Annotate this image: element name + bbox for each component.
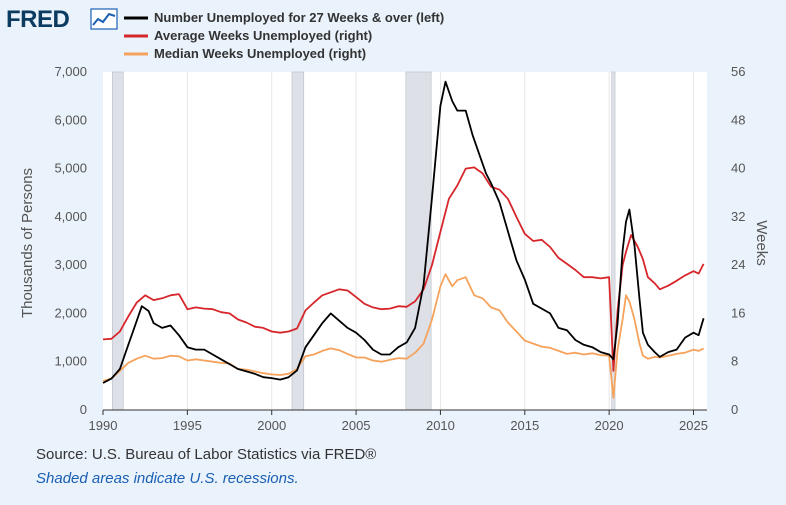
recession-note: Shaded areas indicate U.S. recessions. [36,470,299,487]
right-tick-label: 48 [731,112,745,127]
left-tick-label: 7,000 [54,64,87,79]
right-tick-label: 32 [731,209,745,224]
x-tick-label: 1990 [89,418,118,433]
x-tick-label: 2010 [426,418,455,433]
left-tick-label: 5,000 [54,161,87,176]
left-tick-label: 0 [80,402,87,417]
legend-label-median-weeks: Median Weeks Unemployed (right) [154,46,366,61]
legend: Number Unemployed for 27 Weeks & over (l… [124,10,444,61]
series-line-0[interactable] [102,80,705,384]
x-tick-label: 2000 [257,418,286,433]
left-tick-label: 4,000 [54,209,87,224]
recession-band-0 [111,71,124,411]
series-line-2[interactable] [102,273,705,399]
axis-ticks: 0 1,000 2,000 3,000 4,000 5,000 6,000 7,000 0 8 16… [54,64,745,433]
legend-entry-median-weeks[interactable]: Median Weeks Unemployed (right) [124,46,366,61]
x-tick-label: 2025 [679,418,708,433]
x-tick-label: 2020 [595,418,624,433]
series-lines [102,80,705,399]
legend-entry-average-weeks[interactable]: Average Weeks Unemployed (right) [124,28,372,43]
chart-line-icon [90,8,118,30]
fred-logo-text: FRED [6,6,70,33]
right-tick-label: 16 [731,305,745,320]
right-tick-label: 8 [731,354,738,369]
right-axis-title: Weeks [753,220,770,266]
legend-label-average-weeks: Average Weeks Unemployed (right) [154,28,372,43]
left-tick-label: 6,000 [54,112,87,127]
x-tick-label: 2015 [510,418,539,433]
left-tick-label: 3,000 [54,257,87,272]
right-tick-label: 40 [731,161,745,176]
x-tick-label: 1995 [173,418,202,433]
fred-logo[interactable]: FRED [6,6,118,33]
x-tick-label: 2005 [342,418,371,433]
left-tick-label: 2,000 [54,305,87,320]
legend-entry-long-term-unemployed[interactable]: Number Unemployed for 27 Weeks & over (l… [124,10,444,25]
left-axis-title: Thousands of Persons [19,168,36,318]
legend-label-long-term-unemployed: Number Unemployed for 27 Weeks & over (l… [154,10,444,25]
left-tick-label: 1,000 [54,354,87,369]
right-tick-label: 0 [731,402,738,417]
right-tick-label: 24 [731,257,745,272]
series-line-1[interactable] [102,166,705,372]
right-tick-label: 56 [731,64,745,79]
source-note: Source: U.S. Bureau of Labor Statistics … [36,446,377,463]
